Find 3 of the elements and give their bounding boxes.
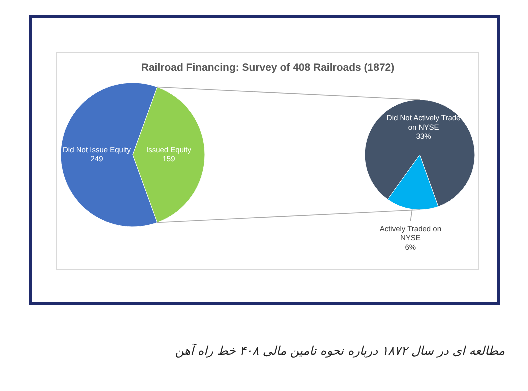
pie-slice	[364, 100, 476, 208]
text: مطالعه ای در سال ۱۸۷۲ درباره نحوه تامین مالی ۴۰۸ خط راه آهن	[175, 343, 506, 358]
text: Railroad Financing: Survey of 408 Railroads (1872)	[141, 62, 395, 74]
